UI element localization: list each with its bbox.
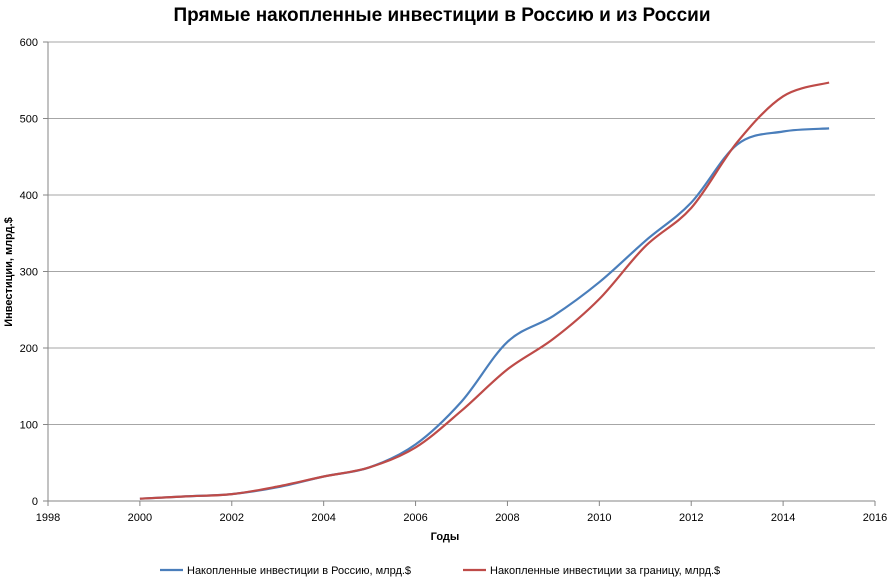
x-tick-label: 2006 (403, 512, 427, 524)
x-tick-label: 2008 (495, 512, 519, 524)
grid-lines (48, 41, 875, 425)
legend: Накопленные инвестиции в Россию, млрд.$ Н… (160, 565, 720, 577)
x-tick-label: 2002 (220, 512, 244, 524)
x-tick-labels: 1998 2000 2002 2004 2006 2008 2010 2012 2014 2016 (36, 512, 887, 524)
x-tick-label: 2004 (311, 512, 335, 524)
series-line-1 (139, 127, 830, 500)
x-tick-label: 2016 (863, 512, 887, 524)
series-line-2 (139, 81, 830, 500)
x-tick-label: 1998 (36, 512, 60, 524)
legend-entry-2: Накопленные инвестиции за границу, млрд.… (490, 565, 720, 577)
y-axis-label: Инвестиции, млрд.$ (3, 217, 15, 327)
y-tick-label: 0 (32, 496, 38, 508)
legend-entry-1: Накопленные инвестиции в Россию, млрд.$ (187, 565, 411, 577)
series-lines (139, 81, 830, 500)
x-tick-label: 2010 (587, 512, 611, 524)
y-tick-label: 500 (20, 114, 38, 126)
y-tick-label: 200 (20, 343, 38, 355)
y-tick-label: 100 (20, 420, 38, 432)
y-tick-label: 600 (20, 37, 38, 49)
x-tick-label: 2000 (128, 512, 152, 524)
y-tick-label: 300 (20, 267, 38, 279)
y-tick-labels: 0 100 200 300 400 500 600 (20, 37, 38, 508)
axes (43, 41, 876, 506)
y-tick-label: 400 (20, 190, 38, 202)
x-tick-label: 2012 (679, 512, 703, 524)
chart-title: Прямые накопленные инвестиции в Россию и… (173, 5, 710, 26)
x-axis-label: Годы (431, 531, 460, 543)
x-tick-label: 2014 (771, 512, 795, 524)
